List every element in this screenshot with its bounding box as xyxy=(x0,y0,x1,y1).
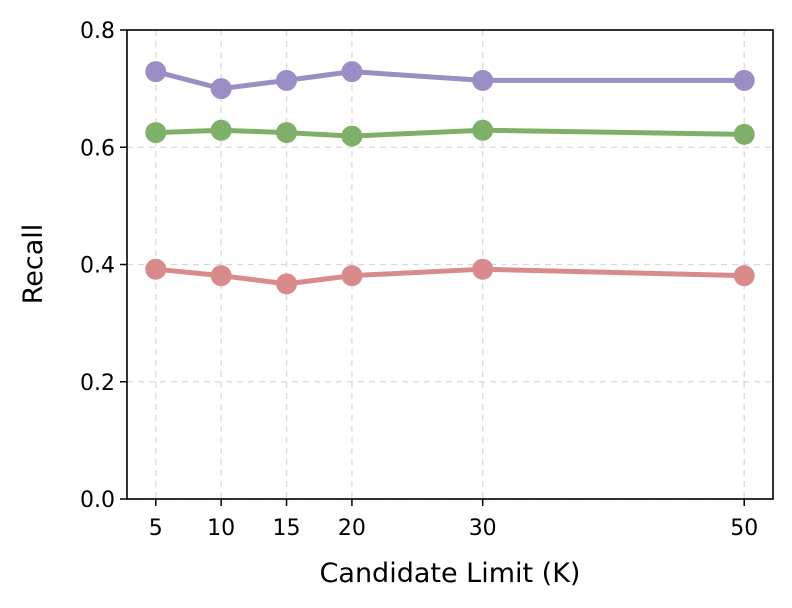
x-tick-label: 50 xyxy=(730,516,758,541)
x-tick-label: 30 xyxy=(469,516,497,541)
series-1-line xyxy=(153,69,747,92)
series-2-line xyxy=(153,127,747,139)
series-1-point xyxy=(472,69,494,91)
series-2-point xyxy=(733,123,755,145)
series-2-point xyxy=(472,119,494,141)
series-2-point xyxy=(276,122,298,144)
series-1-point xyxy=(210,78,232,100)
axis-ticks: 5 10 15 20 30 50 0.0 0.2 0.4 0.6 0.8 xyxy=(80,19,758,541)
series-3-point xyxy=(276,273,298,295)
y-tick-label: 0.6 xyxy=(80,136,115,161)
series-1-point xyxy=(145,61,167,83)
y-tick-label: 0.2 xyxy=(80,371,115,396)
series-2-point xyxy=(341,125,363,147)
y-tick-label: 0.0 xyxy=(80,488,115,513)
x-axis-label: Candidate Limit (K) xyxy=(320,558,581,589)
series-3-point xyxy=(472,258,494,280)
series-3-point xyxy=(145,258,167,280)
series-3-point xyxy=(733,265,755,287)
y-axis-label: Recall xyxy=(18,224,49,305)
series-3-point xyxy=(210,265,232,287)
series-layer xyxy=(145,61,755,295)
series-1-point xyxy=(733,69,755,91)
series-3-point xyxy=(341,265,363,287)
x-tick-label: 5 xyxy=(149,516,163,541)
x-tick-label: 20 xyxy=(338,516,366,541)
grid xyxy=(127,29,773,500)
y-tick-label: 0.8 xyxy=(80,19,115,44)
series-2-point xyxy=(145,122,167,144)
x-tick-label: 15 xyxy=(273,516,301,541)
series-3-line xyxy=(153,266,747,287)
series-1-point xyxy=(341,61,363,83)
series-1-point xyxy=(276,69,298,91)
x-tick-label: 10 xyxy=(207,516,235,541)
y-tick-label: 0.4 xyxy=(80,254,115,279)
series-2-point xyxy=(210,119,232,141)
